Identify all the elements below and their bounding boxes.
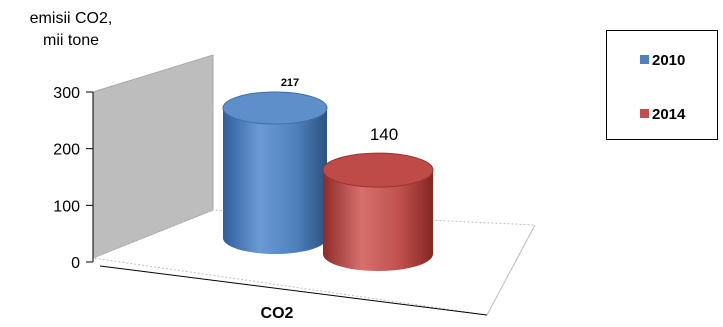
y-tick-label-0: 0 bbox=[71, 255, 80, 272]
y-tick-label-300: 300 bbox=[53, 85, 80, 102]
floor-right-edge bbox=[486, 224, 536, 316]
legend-swatch-2014 bbox=[640, 109, 649, 118]
legend-label-2014: 2014 bbox=[652, 106, 686, 123]
y-axis-title: emisii CO2, mii tone bbox=[29, 10, 113, 49]
data-label-2014: 140 bbox=[370, 125, 398, 144]
legend-item-2010: 2010 bbox=[640, 52, 685, 69]
bar-2014: 140 bbox=[322, 125, 434, 271]
legend-label-2010: 2010 bbox=[652, 52, 686, 69]
floor-front-edge bbox=[99, 265, 488, 316]
y-axis-ticks: 0 100 200 300 bbox=[53, 85, 93, 272]
bar-top-2010 bbox=[222, 91, 328, 125]
bar-2010: 217 bbox=[222, 77, 328, 254]
legend-item-2014: 2014 bbox=[640, 106, 685, 123]
legend: 2010 2014 bbox=[606, 30, 718, 140]
legend-swatch-2010 bbox=[640, 55, 649, 64]
bar-top-2014 bbox=[322, 152, 434, 188]
y-tick-label-200: 200 bbox=[53, 142, 80, 159]
category-labels: CO2 bbox=[261, 305, 294, 322]
bar-body-2010 bbox=[223, 108, 327, 254]
data-label-2010: 217 bbox=[281, 77, 299, 89]
bars-group: 217 140 bbox=[222, 77, 434, 271]
back-wall bbox=[92, 54, 214, 259]
bar-body-2014 bbox=[323, 170, 433, 271]
y-tick-label-100: 100 bbox=[53, 198, 80, 215]
category-label-CO2: CO2 bbox=[261, 305, 294, 322]
